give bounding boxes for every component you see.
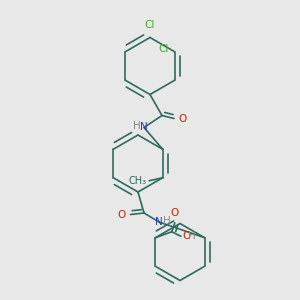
- Text: O: O: [182, 231, 190, 241]
- Text: Cl: Cl: [158, 44, 169, 54]
- Text: H: H: [133, 121, 140, 131]
- Text: CH₃: CH₃: [128, 176, 146, 186]
- Text: O: O: [178, 113, 187, 124]
- Text: Cl: Cl: [145, 20, 155, 30]
- Text: H: H: [163, 215, 170, 226]
- Text: N: N: [140, 122, 148, 133]
- Text: O: O: [171, 208, 179, 218]
- Text: H: H: [188, 231, 196, 241]
- Text: N: N: [155, 217, 163, 227]
- Text: O: O: [118, 209, 126, 220]
